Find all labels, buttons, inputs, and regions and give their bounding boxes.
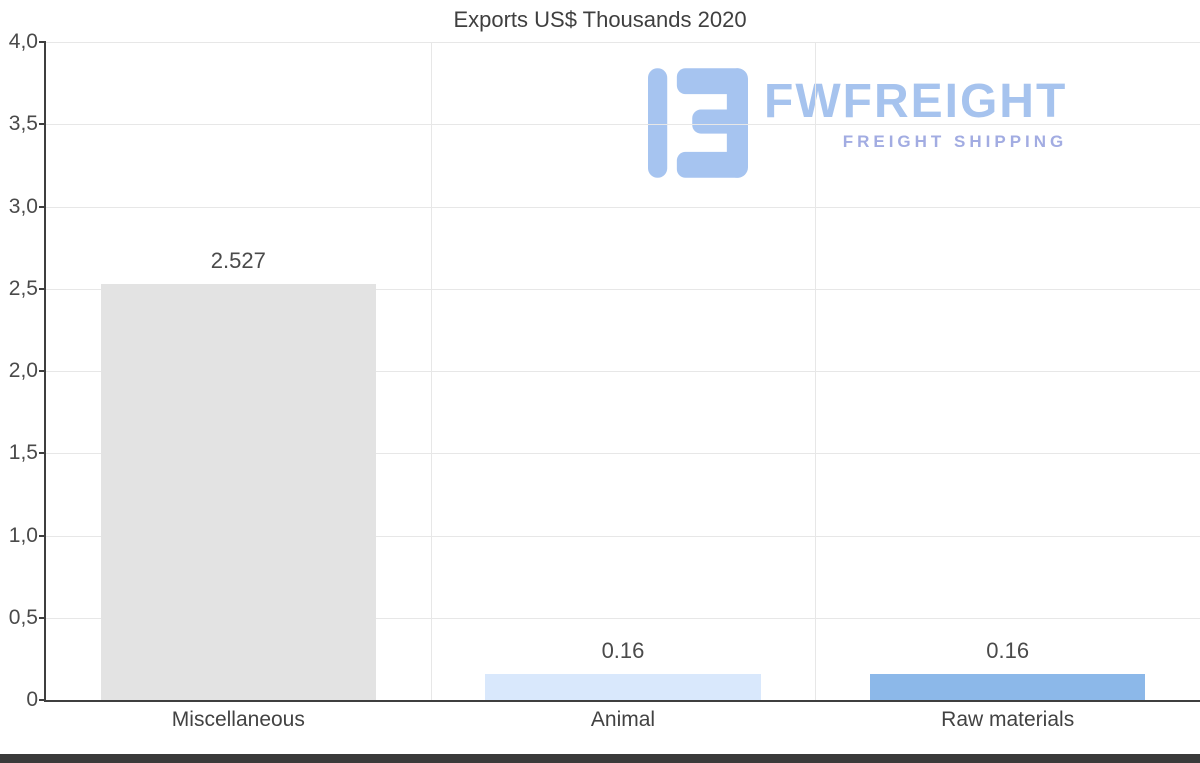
y-axis-tick [39,205,46,208]
y-gridline [46,371,1200,372]
y-axis-label: 0,5 [8,605,38,629]
watermark-title: FWFREIGHT [764,75,1068,128]
bar [485,673,761,700]
y-axis-tick [39,452,46,455]
bar-value-label: 0.16 [601,637,645,663]
y-axis-label: 2,0 [8,359,38,382]
y-gridline [46,42,1200,43]
y-axis-tick [39,287,46,290]
fwfreight-logo-icon [648,68,748,178]
chart-title: Exports US$ Thousands 2020 [453,7,747,32]
y-gridline [46,535,1200,537]
y-axis-label: 1,5 [8,441,38,465]
y-axis-tick [39,616,46,619]
bar-value-label: 0.16 [986,637,1030,663]
y-axis-tick [39,123,46,126]
x-gridline [430,42,432,700]
watermark-logo: FWFREIGHT FREIGHT SHIPPING [648,62,1067,184]
x-axis-category-label: Miscellaneous [171,708,305,731]
bar-value-label: 2.527 [210,248,266,274]
y-axis-tick [39,699,46,701]
y-gridline [46,206,1200,208]
x-axis-category-label: Animal [590,708,656,731]
y-gridline [46,617,1200,619]
watermark-tagline: FREIGHT SHIPPING [842,132,1068,151]
y-axis-line [44,42,46,702]
plot-area: 2.527 0.16 0.16 [46,42,1200,700]
bar [100,284,376,700]
y-axis-tick [39,370,46,372]
y-axis-label: 3,5 [8,112,38,136]
y-axis-label: 2,5 [8,276,38,300]
y-axis-label: 3,0 [8,194,38,218]
y-axis-tick [39,534,46,537]
x-axis-category-label: Raw materials [941,708,1075,731]
x-axis: Miscellaneous Animal Raw materials [46,708,1200,732]
x-gridline [815,42,817,700]
x-axis-line [44,700,1200,702]
bottom-bar [0,754,1200,763]
watermark-text: FWFREIGHT FREIGHT SHIPPING [764,78,1067,152]
y-axis-label: 4,0 [8,30,38,53]
y-gridline [46,453,1200,455]
y-gridline [46,288,1200,290]
bar [870,673,1146,700]
y-axis-label: 1,0 [8,523,38,547]
y-gridline [46,124,1200,126]
y-axis-label: 0 [26,688,38,711]
y-axis-tick [39,41,46,43]
